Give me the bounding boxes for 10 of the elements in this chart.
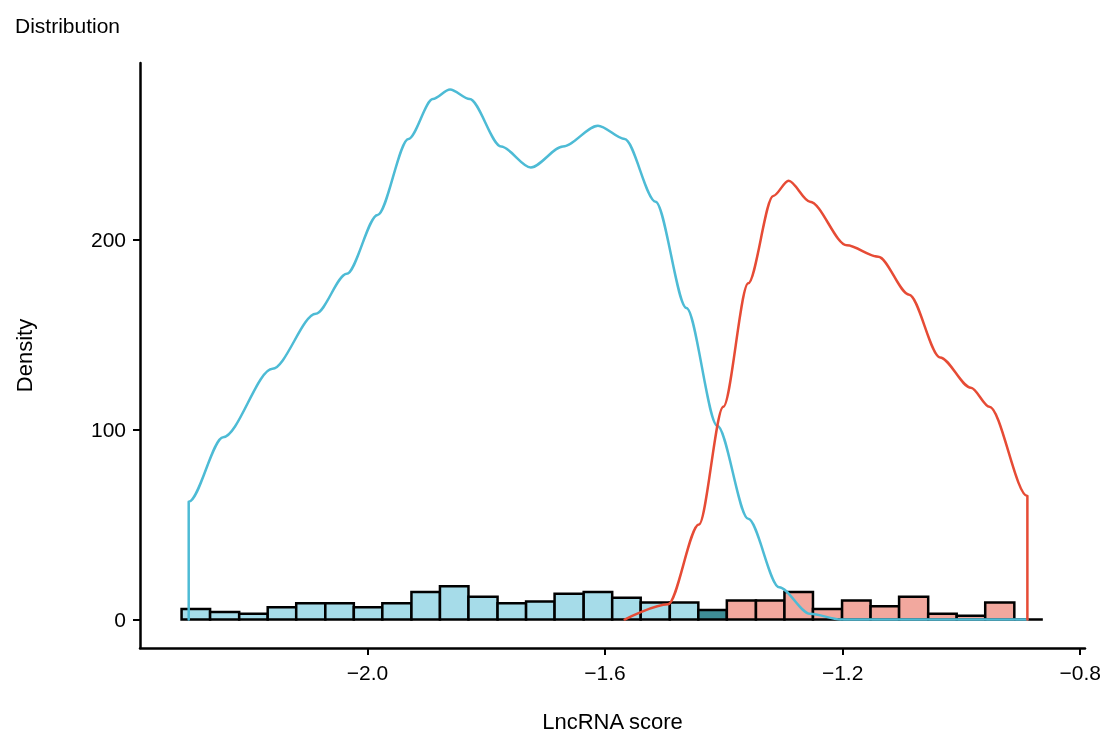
y-tick-label: 0	[114, 608, 126, 632]
y-tick-label: 100	[90, 418, 126, 442]
chart-title: Distribution	[15, 14, 121, 37]
x-tick-label: −0.8	[1059, 661, 1101, 684]
y-axis-title: Density	[11, 318, 37, 393]
x-tick-label: −2.0	[346, 661, 389, 684]
x-axis-title: LncRNA score	[542, 708, 683, 734]
x-tick-label: −1.6	[584, 661, 626, 684]
y-tick-label: 200	[90, 228, 126, 252]
x-tick-label: −1.2	[821, 661, 864, 684]
